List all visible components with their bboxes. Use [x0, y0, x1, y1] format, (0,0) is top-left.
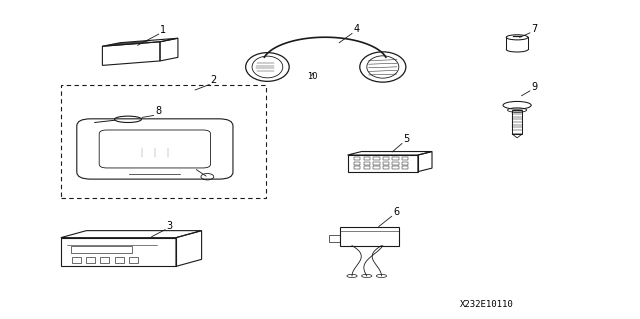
Bar	[86, 257, 95, 263]
Bar	[392, 162, 399, 165]
Text: 6: 6	[393, 207, 399, 217]
Bar	[383, 157, 389, 160]
Text: 1: 1	[160, 25, 166, 35]
Text: 4: 4	[353, 25, 360, 34]
Bar	[71, 246, 132, 253]
Bar	[340, 227, 399, 246]
Bar	[115, 257, 124, 263]
Bar	[402, 162, 408, 165]
Text: X232E10110: X232E10110	[460, 300, 513, 309]
Bar	[392, 157, 399, 160]
Bar	[402, 157, 408, 160]
Bar	[392, 166, 399, 169]
Bar	[364, 157, 370, 160]
Text: 8: 8	[155, 107, 161, 116]
Bar	[364, 162, 370, 165]
Text: 5: 5	[403, 134, 410, 144]
Bar	[329, 235, 340, 242]
Bar	[354, 157, 360, 160]
Bar	[373, 162, 380, 165]
Bar	[61, 85, 266, 198]
Bar	[383, 162, 389, 165]
Text: 7: 7	[531, 24, 538, 34]
Bar	[373, 157, 380, 160]
Bar	[364, 166, 370, 169]
Bar	[354, 166, 360, 169]
Bar	[373, 166, 380, 169]
Text: 2: 2	[211, 76, 217, 85]
Text: 9: 9	[531, 82, 538, 92]
Bar	[402, 166, 408, 169]
Bar	[512, 110, 522, 134]
Text: 10: 10	[307, 72, 317, 81]
Bar	[72, 257, 81, 263]
Bar	[354, 162, 360, 165]
Bar	[129, 257, 138, 263]
Bar	[100, 257, 109, 263]
Bar	[383, 166, 389, 169]
Text: 3: 3	[166, 221, 173, 231]
